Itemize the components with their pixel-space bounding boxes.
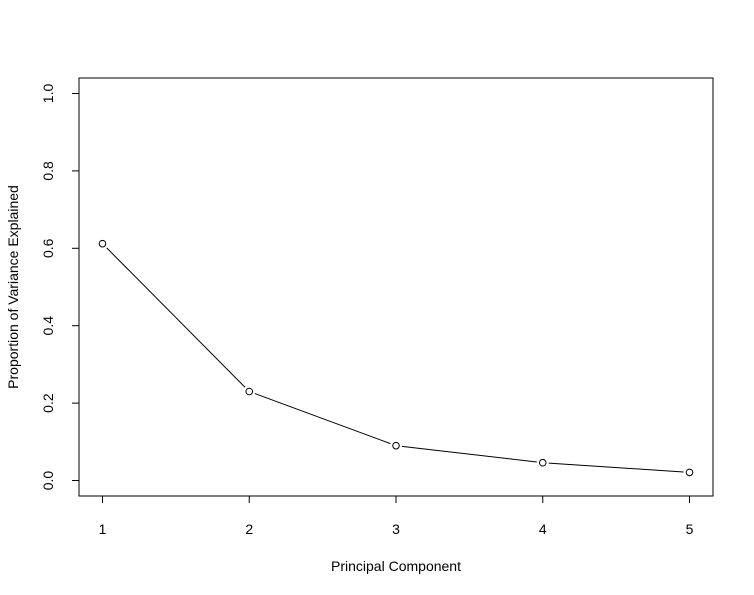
data-points: [98, 239, 694, 477]
data-point: [538, 458, 547, 467]
y-tick-label: 0.0: [40, 471, 56, 491]
x-axis: 1 2 3 4 5: [99, 496, 694, 537]
plot-frame: [78, 77, 714, 497]
y-tick-label: 0.8: [40, 161, 56, 181]
x-tick-label: 4: [539, 521, 547, 537]
data-point: [392, 441, 400, 450]
series-segment: [548, 462, 684, 473]
y-axis-title: Proportion of Variance Explained: [5, 185, 21, 389]
y-axis: 0.0 0.2 0.4 0.6 0.8 1.0: [40, 84, 79, 491]
data-point: [98, 239, 107, 248]
series-segment: [401, 445, 537, 463]
y-tick-label: 1.0: [40, 84, 56, 104]
y-tick-label: 0.2: [40, 393, 56, 413]
y-tick-label: 0.4: [40, 316, 56, 336]
x-tick-label: 3: [392, 521, 400, 537]
x-tick-label: 2: [245, 521, 253, 537]
x-axis-title: Principal Component: [331, 558, 461, 574]
x-tick-label: 1: [99, 521, 107, 537]
x-tick-label: 5: [686, 521, 694, 537]
data-point: [685, 468, 694, 477]
series-segment: [254, 393, 391, 445]
y-tick-label: 0.6: [40, 238, 56, 258]
series-segment: [106, 247, 246, 388]
data-point: [245, 387, 254, 396]
